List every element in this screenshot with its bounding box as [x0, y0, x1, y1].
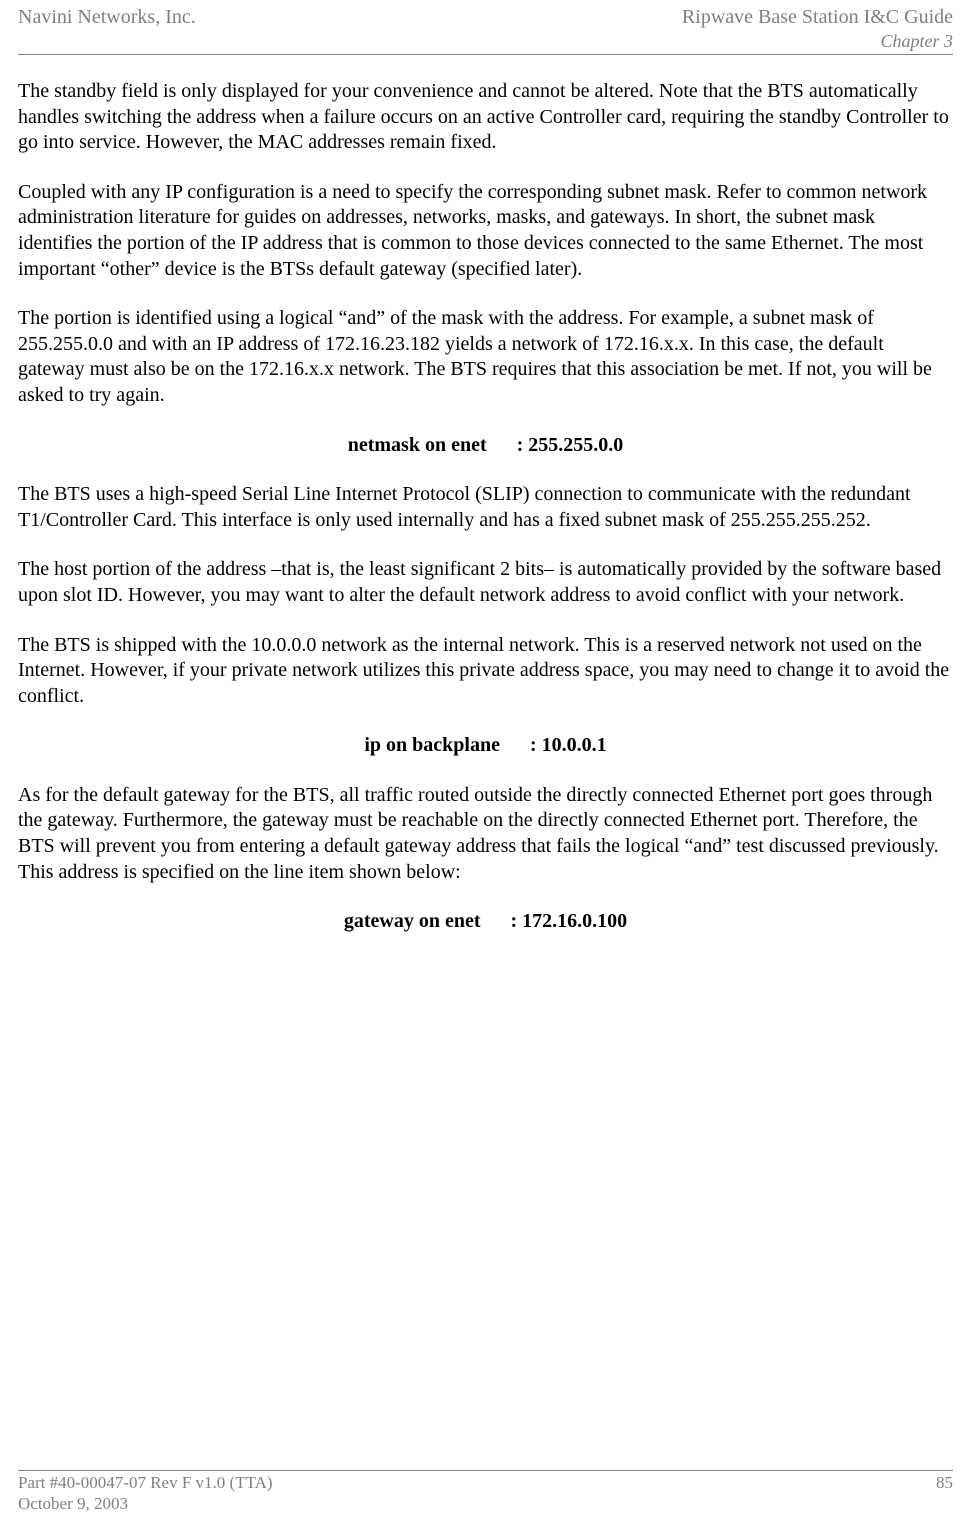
page-header: Navini Networks, Inc. Ripwave Base Stati… [18, 0, 953, 52]
paragraph-6: The BTS is shipped with the 10.0.0.0 net… [18, 633, 953, 710]
footer-top-row: Part #40-00047-07 Rev F v1.0 (TTA) 85 [18, 1470, 953, 1493]
setting-ip-backplane: ip on backplane : 10.0.0.1 [18, 733, 953, 759]
header-company: Navini Networks, Inc. [18, 6, 196, 29]
header-divider [18, 54, 953, 55]
paragraph-7: As for the default gateway for the BTS, … [18, 783, 953, 885]
setting-netmask: netmask on enet : 255.255.0.0 [18, 433, 953, 459]
header-right-block: Ripwave Base Station I&C Guide Chapter 3 [682, 6, 953, 52]
footer-part: Part #40-00047-07 Rev F v1.0 (TTA) [18, 1473, 273, 1493]
paragraph-5: The host portion of the address –that is… [18, 557, 953, 608]
paragraph-2: Coupled with any IP configuration is a n… [18, 180, 953, 282]
gateway-text: gateway on enet : 172.16.0.100 [344, 909, 627, 935]
page-footer: Part #40-00047-07 Rev F v1.0 (TTA) 85 Oc… [18, 1470, 953, 1514]
paragraph-1: The standby field is only displayed for … [18, 79, 953, 156]
ip-backplane-text: ip on backplane : 10.0.0.1 [364, 733, 606, 759]
paragraph-4: The BTS uses a high-speed Serial Line In… [18, 482, 953, 533]
setting-gateway: gateway on enet : 172.16.0.100 [18, 909, 953, 935]
footer-page-number: 85 [936, 1473, 953, 1493]
header-chapter: Chapter 3 [682, 31, 953, 52]
netmask-text: netmask on enet : 255.255.0.0 [348, 433, 624, 459]
page-content: The standby field is only displayed for … [18, 79, 953, 935]
footer-date: October 9, 2003 [18, 1494, 953, 1514]
header-guide: Ripwave Base Station I&C Guide [682, 6, 953, 29]
paragraph-3: The portion is identified using a logica… [18, 306, 953, 408]
